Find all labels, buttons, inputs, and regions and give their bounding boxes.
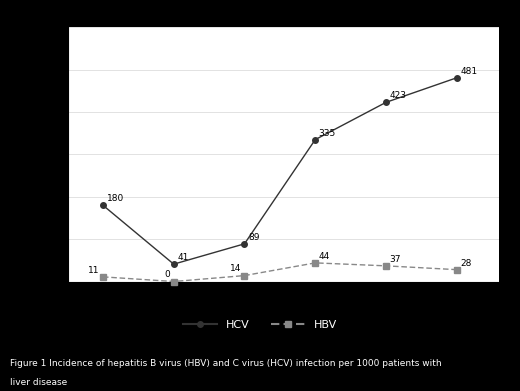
Text: liver disease: liver disease — [10, 378, 68, 387]
Text: 335: 335 — [319, 129, 336, 138]
Text: 37: 37 — [389, 255, 401, 264]
Text: 14: 14 — [229, 264, 241, 273]
Text: 423: 423 — [389, 91, 407, 100]
Text: Figure 1 Incidence of hepatitis B virus (HBV) and C virus (HCV) infection per 10: Figure 1 Incidence of hepatitis B virus … — [10, 359, 442, 368]
Text: 0: 0 — [164, 271, 170, 280]
X-axis label: Year: Year — [271, 307, 295, 317]
Text: 11: 11 — [88, 266, 99, 275]
Text: 481: 481 — [460, 66, 477, 75]
Text: 180: 180 — [107, 194, 124, 203]
Text: 89: 89 — [248, 233, 259, 242]
Text: 28: 28 — [460, 258, 472, 267]
Y-axis label: Rate/1000 liver patiens: Rate/1000 liver patiens — [15, 97, 24, 212]
Legend: HCV, HBV: HCV, HBV — [179, 316, 341, 335]
Text: 44: 44 — [319, 252, 330, 261]
Text: 41: 41 — [177, 253, 189, 262]
